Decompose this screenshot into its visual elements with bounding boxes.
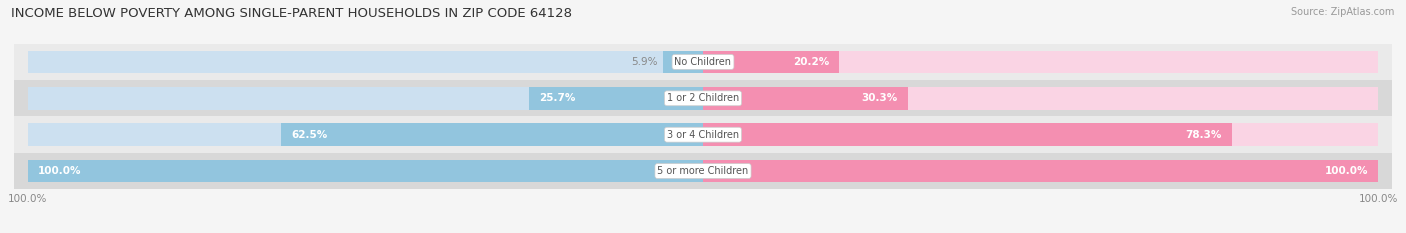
Bar (664, 51, 703, 73)
Bar (28, 160, 703, 182)
Bar (28, 123, 703, 146)
Text: 100.0%: 100.0% (38, 166, 82, 176)
Bar (14, 116, 1392, 153)
Bar (530, 87, 703, 110)
Bar (28, 51, 703, 73)
Text: 30.3%: 30.3% (862, 93, 897, 103)
Bar (703, 160, 1378, 182)
Bar (703, 87, 908, 110)
Bar (14, 80, 1392, 116)
Text: 20.2%: 20.2% (793, 57, 830, 67)
Bar (14, 44, 1392, 80)
Text: 3 or 4 Children: 3 or 4 Children (666, 130, 740, 140)
Text: 62.5%: 62.5% (291, 130, 328, 140)
Bar (703, 123, 1378, 146)
Text: 25.7%: 25.7% (540, 93, 576, 103)
Text: No Children: No Children (675, 57, 731, 67)
Bar (28, 160, 703, 182)
Text: 100.0%: 100.0% (1324, 166, 1368, 176)
Text: 78.3%: 78.3% (1185, 130, 1222, 140)
Bar (14, 153, 1392, 189)
Text: Source: ZipAtlas.com: Source: ZipAtlas.com (1291, 7, 1395, 17)
Bar (703, 51, 1378, 73)
Bar (703, 160, 1378, 182)
Bar (703, 123, 1232, 146)
Bar (703, 51, 839, 73)
Bar (703, 87, 1378, 110)
Text: 1 or 2 Children: 1 or 2 Children (666, 93, 740, 103)
Text: 5 or more Children: 5 or more Children (658, 166, 748, 176)
Text: 5.9%: 5.9% (631, 57, 658, 67)
Bar (28, 87, 703, 110)
Bar (281, 123, 703, 146)
Text: INCOME BELOW POVERTY AMONG SINGLE-PARENT HOUSEHOLDS IN ZIP CODE 64128: INCOME BELOW POVERTY AMONG SINGLE-PARENT… (11, 7, 572, 20)
